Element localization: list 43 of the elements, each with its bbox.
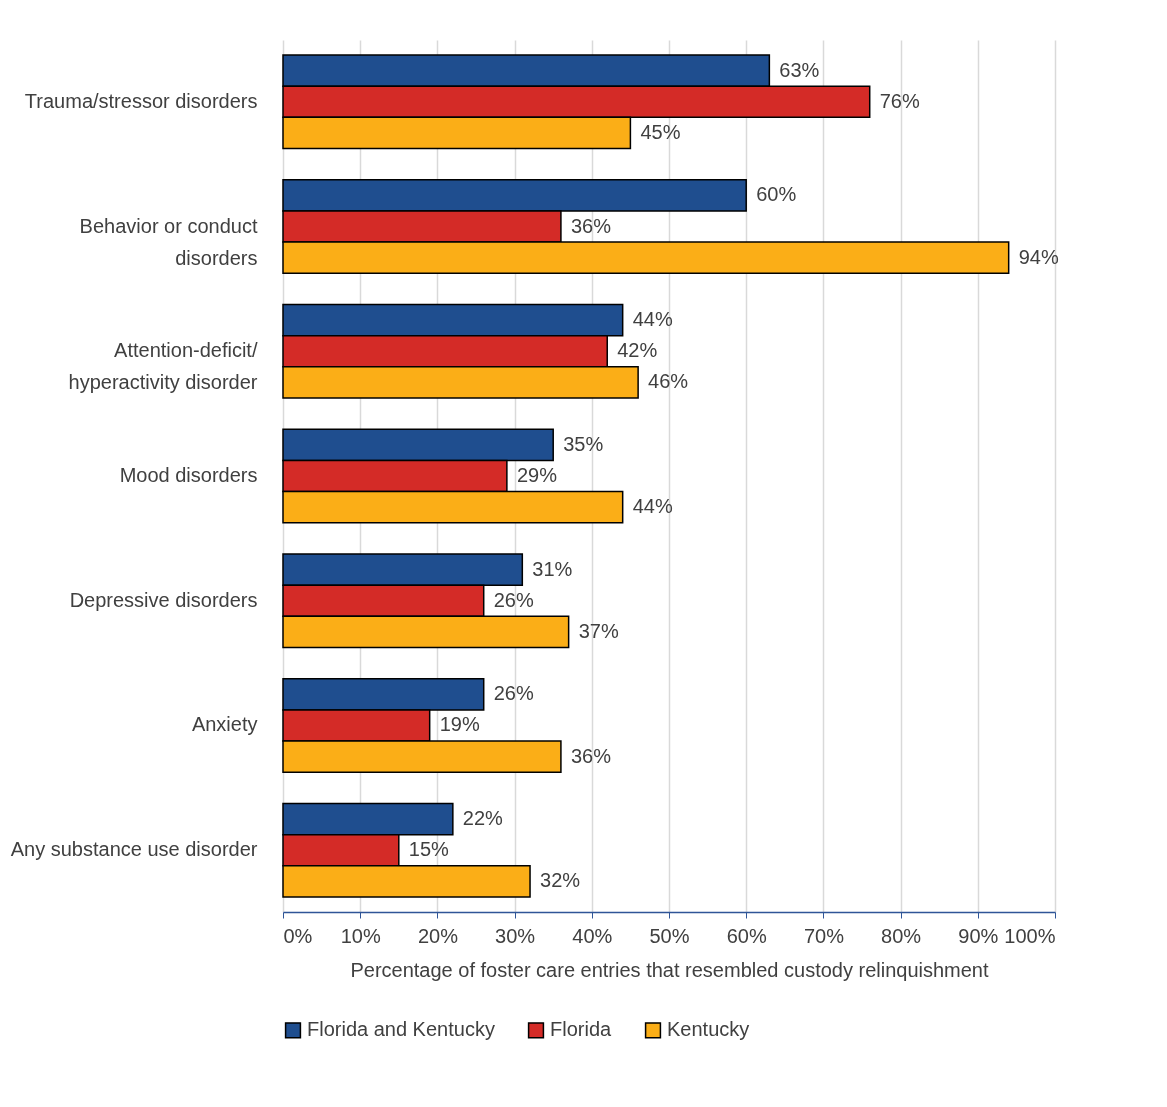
y-tick-label: Any substance use disorder [10,838,258,861]
x-tick-label: 70% [803,924,845,947]
y-tick-label: Trauma/stressor disorders [24,89,258,112]
y-tick-label: Attention-deficit/hyperactivity disorder [68,339,258,394]
data-label: 42% [617,339,658,362]
x-tick-label: 0% [283,924,313,947]
data-label: 46% [648,370,689,393]
x-tick-label: 100% [1004,924,1056,947]
data-label: 36% [570,744,612,767]
y-tick-label: Mood disorders [119,464,258,486]
y-tick-label: Anxiety [191,713,258,736]
x-axis-title: Percentage of foster care entries that resembled custody relinquishment [350,958,989,981]
legend-label: Kentucky [667,1018,750,1041]
data-label: 31% [532,557,573,580]
data-label: 35% [563,432,604,455]
data-label: 19% [439,713,480,736]
x-tick-label: 90% [958,924,999,947]
data-label: 36% [570,214,612,237]
legend-label: Florida [550,1018,613,1041]
legend-label: Florida and Kentucky [307,1018,495,1041]
y-tick-label: Depressive disorders [69,588,258,611]
x-tick-label: 30% [495,924,536,947]
data-label: 60% [756,183,797,206]
data-label: 29% [516,464,558,486]
data-label: 94% [1018,245,1059,268]
data-label: 26% [493,588,534,611]
data-label: 26% [493,682,534,705]
x-tick-label: 10% [340,924,381,947]
x-tick-label: 50% [649,924,690,947]
data-label: 45% [640,120,681,143]
data-label: 32% [540,869,581,892]
data-label: 37% [578,619,619,642]
data-label: 44% [632,495,673,518]
x-tick-label: 20% [417,924,459,947]
data-label: 15% [408,838,450,861]
x-tick-label: 60% [726,924,767,947]
data-label: 22% [462,807,504,830]
data-label: 44% [632,308,673,331]
data-label: 63% [779,58,820,81]
y-tick-label: Behavior or conduct disorders [79,214,258,269]
x-tick-label: 40% [572,924,613,947]
x-tick-label: 80% [881,924,922,947]
data-label: 76% [879,89,920,112]
